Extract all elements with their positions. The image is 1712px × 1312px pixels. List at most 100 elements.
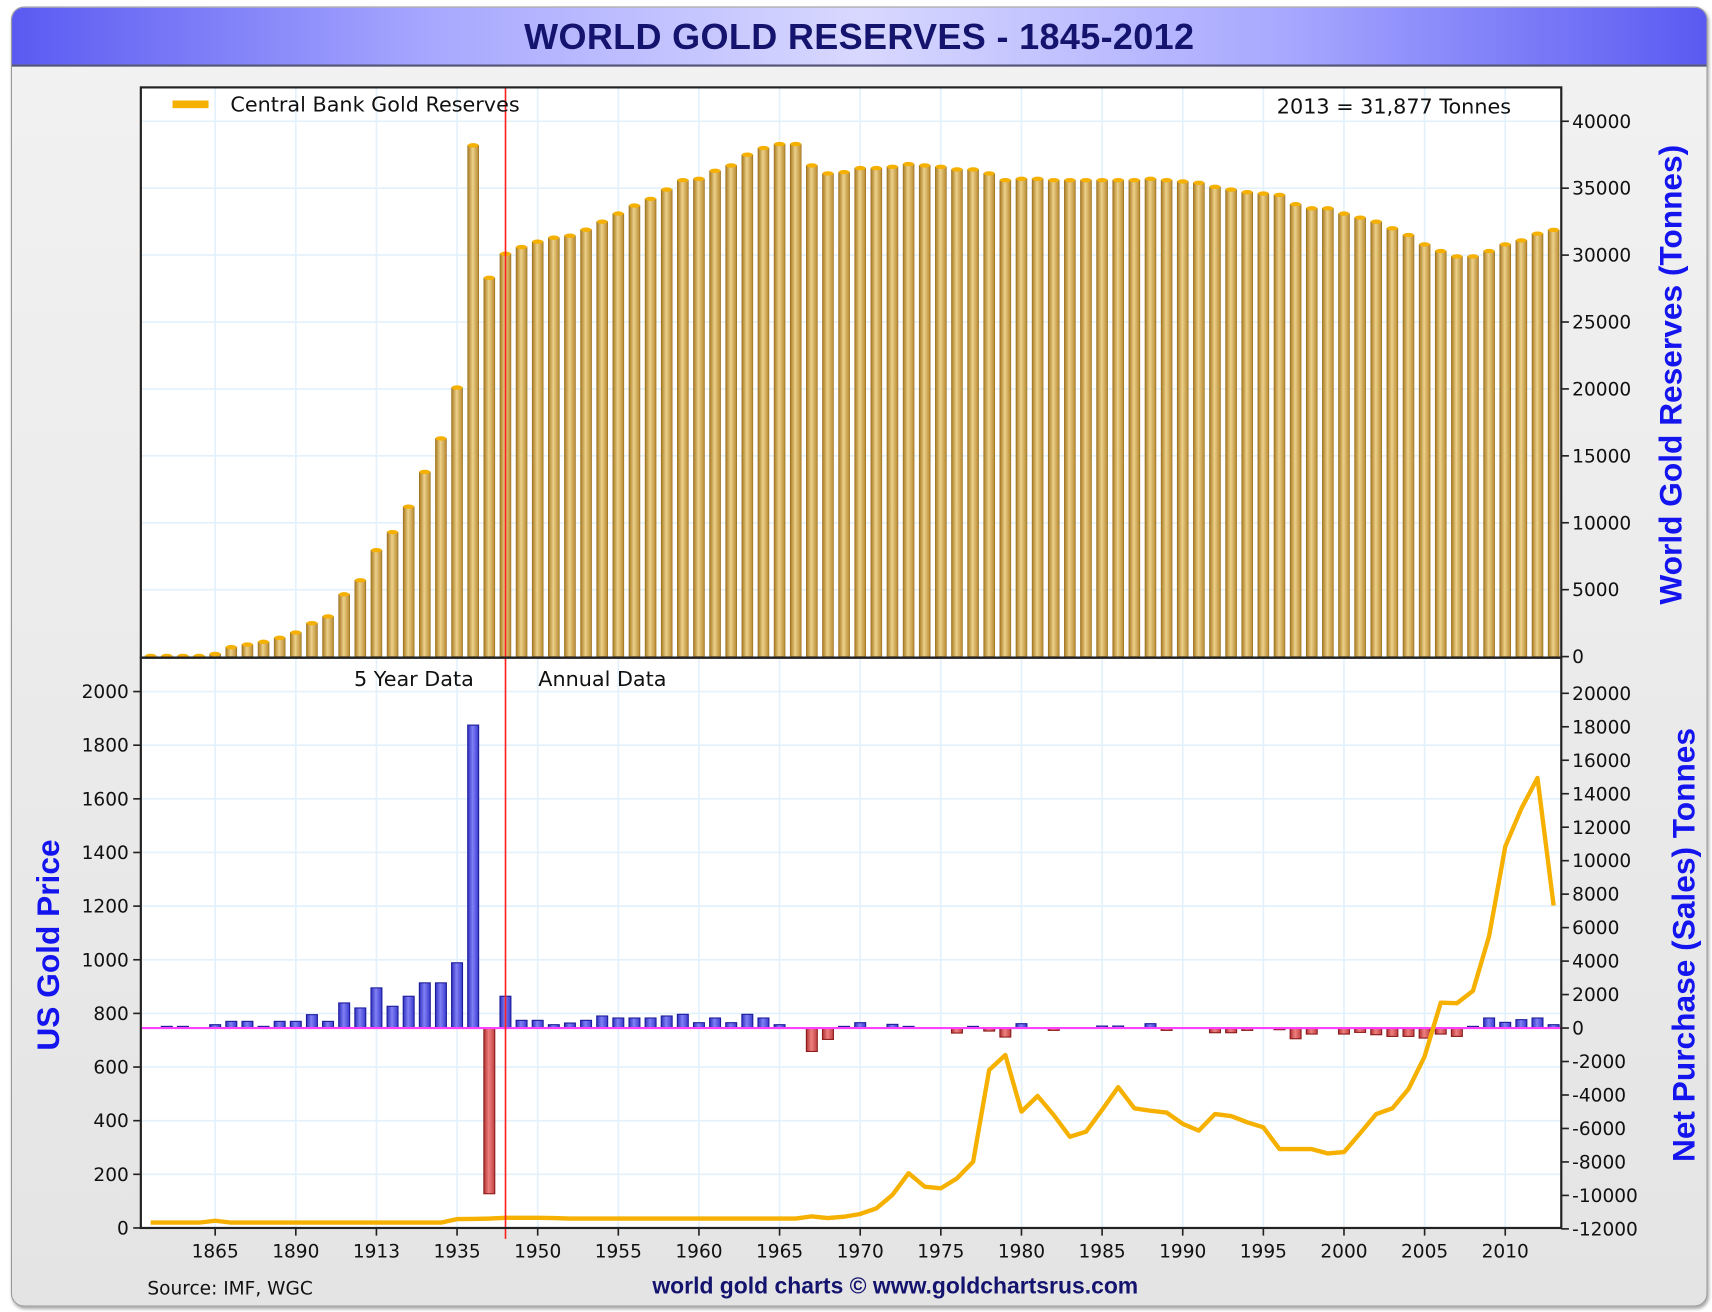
reserves-bar-cap [532, 239, 544, 244]
reserves-bar-cap [306, 620, 318, 626]
reserves-bar-cap [612, 211, 624, 216]
x-tick-label: 2005 [1401, 1241, 1448, 1262]
reserves-bar-cap [1274, 192, 1285, 198]
reserves-bar [1434, 250, 1447, 657]
reserves-bar [725, 165, 737, 657]
reserves-bar-cap [967, 167, 979, 172]
reserves-bar-cap [370, 548, 382, 553]
net-purchase-bar [660, 1015, 673, 1029]
reserves-bar [290, 632, 302, 657]
left-tick-label: 1600 [82, 789, 129, 810]
reserves-bar [467, 145, 479, 657]
net-purchase-bar [305, 1014, 318, 1029]
reserves-bar-cap [774, 141, 786, 147]
reserves-bar [1257, 193, 1270, 657]
reserves-bar-cap [1435, 248, 1447, 254]
reserves-bar-cap [1193, 180, 1205, 186]
bottom-plot-frame [139, 656, 1563, 1230]
net-purchase-bar [644, 1017, 657, 1029]
reserves-bar [1467, 256, 1479, 657]
reserves-bar-cap [1403, 232, 1414, 238]
net-purchase-bar [741, 1013, 754, 1029]
net-sale-bar [1386, 1027, 1399, 1037]
reserves-bar-cap [1096, 177, 1108, 183]
total-annotation: 2013 = 31,877 Tonnes [1277, 95, 1511, 119]
reserves-bar-cap [548, 235, 560, 240]
reserves-bar [983, 173, 996, 657]
reserves-bar [902, 163, 915, 657]
reserves-bar-cap [1483, 248, 1495, 254]
reserves-bar-cap [1370, 219, 1382, 224]
reserves-bar-cap [1499, 242, 1511, 247]
reserves-bar-cap [274, 635, 286, 641]
reserves-bar-cap [435, 436, 447, 441]
reserves-bar-cap [467, 143, 479, 148]
reserves-bar-cap [338, 592, 350, 597]
net-purchase-bar [418, 982, 431, 1029]
left-tick-label: 1000 [82, 950, 129, 971]
x-tick-label: 1913 [353, 1241, 400, 1262]
reserves-bar [1418, 244, 1431, 657]
reserves-bar [1225, 189, 1237, 657]
reserves-bar [644, 198, 657, 657]
right-top-tick-label: 15000 [1572, 446, 1631, 467]
reserves-bar [273, 637, 286, 657]
net-sale-bar [1402, 1027, 1415, 1037]
reserves-bar-cap [983, 171, 995, 176]
reserves-bar [1031, 178, 1044, 657]
reserves-bar-cap [290, 630, 302, 635]
source-note: Source: IMF, WGC [147, 1279, 312, 1300]
reserves-bar-cap [1257, 191, 1269, 196]
reserves-bar [789, 143, 802, 657]
reserves-bar-cap [645, 196, 657, 202]
reserves-bar-cap [725, 163, 737, 168]
right-bottom-tick-label: 12000 [1572, 818, 1631, 839]
net-purchase-bar [1483, 1017, 1496, 1029]
net-purchase-bar [709, 1017, 722, 1029]
x-tick-label: 1980 [998, 1241, 1045, 1262]
net-purchase-bar [434, 982, 447, 1029]
reserves-bar-cap [258, 639, 270, 645]
reserves-bar [1322, 207, 1334, 657]
reserves-bar [870, 167, 883, 657]
reserves-bar [515, 246, 528, 657]
reserves-bar-cap [225, 645, 237, 650]
reserves-bar [306, 622, 318, 657]
five-year-data-label: 5 Year Data [354, 667, 474, 691]
reserves-bar [1112, 179, 1125, 657]
reserves-bar-cap [1225, 187, 1237, 192]
reserves-bar-cap [1177, 179, 1189, 184]
reserves-bar-cap [209, 651, 221, 657]
reserves-bar-cap [1419, 242, 1431, 247]
reserves-bar [838, 171, 850, 657]
reserves-bar-cap [1080, 177, 1092, 183]
credit-link[interactable]: world gold charts © www.goldchartsrus.co… [651, 1273, 1138, 1299]
reserves-bar [677, 179, 689, 657]
right-bottom-tick-label: 16000 [1572, 751, 1631, 772]
right-bottom-tick-label: 0 [1572, 1019, 1584, 1040]
x-tick-label: 1995 [1240, 1241, 1287, 1262]
reserves-bar [322, 616, 334, 657]
reserves-bar [951, 169, 963, 657]
reserves-bar [548, 237, 560, 657]
net-purchase-bar [596, 1015, 609, 1029]
reserves-bar-cap [1515, 238, 1527, 243]
gold-price-line [150, 775, 1556, 1225]
right-top-tick-label: 25000 [1572, 313, 1631, 334]
reserves-bar-cap [1467, 254, 1479, 259]
reserves-bar [1451, 256, 1463, 657]
reserves-bar [1273, 194, 1286, 657]
reserves-bar-cap [516, 244, 528, 250]
reserves-bar [1547, 229, 1560, 657]
reserves-bar-cap [693, 176, 705, 181]
reserves-bar [596, 221, 608, 657]
reserves-bar [1338, 213, 1350, 657]
reserves-bar-cap [741, 152, 753, 157]
right-bottom-tick-label: 14000 [1572, 784, 1631, 805]
reserves-bar [660, 189, 673, 657]
reserves-bar [822, 173, 834, 657]
x-tick-label: 1960 [675, 1241, 722, 1262]
reserves-bar-cap [1016, 176, 1027, 181]
reserves-bar-cap [1128, 177, 1140, 183]
reserves-bar [741, 154, 754, 657]
